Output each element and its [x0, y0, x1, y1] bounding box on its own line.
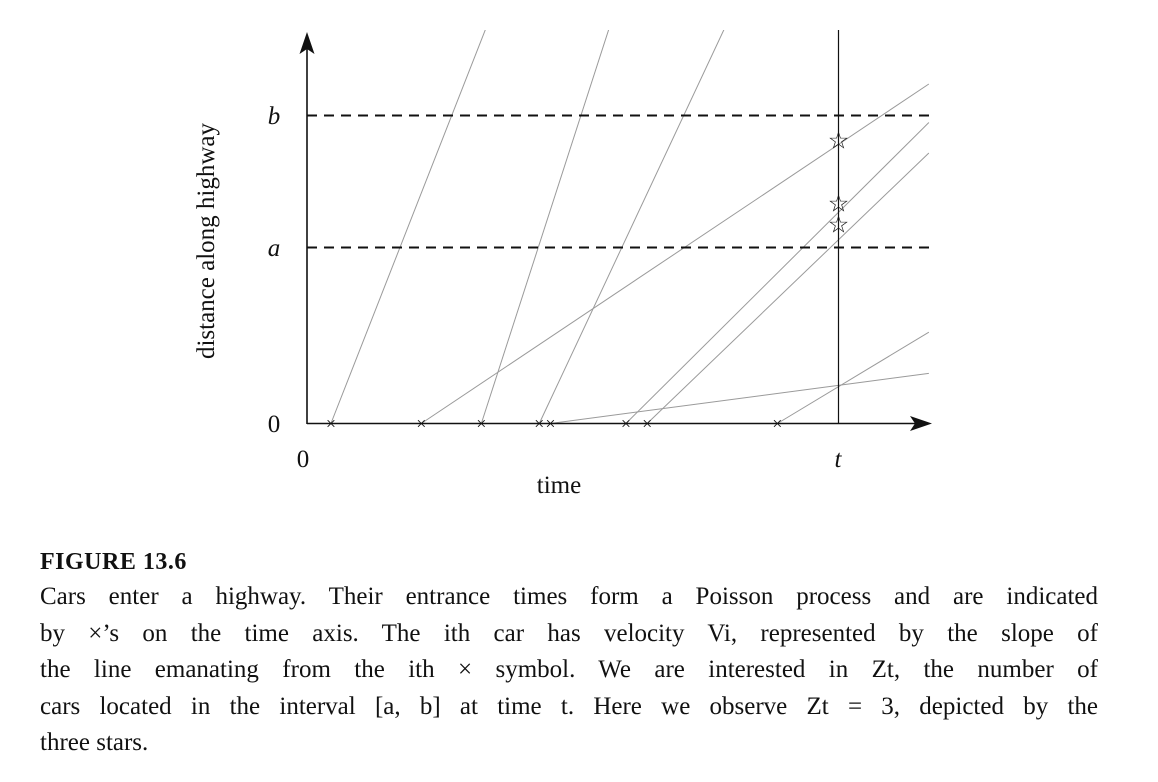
entrance-marker-8: × — [772, 414, 782, 434]
entrance-marker-6: × — [621, 414, 631, 434]
entrance-marker-3: × — [476, 414, 486, 434]
car-trajectory-3 — [480, 30, 610, 424]
car-trajectory-lines — [330, 30, 930, 424]
figure-label: FIGURE 13.6 — [40, 549, 187, 575]
x-tick-zero: 0 — [297, 446, 310, 473]
star-markers: ☆☆☆ — [828, 128, 850, 238]
caption-line-5: three stars. — [40, 729, 149, 756]
car-trajectory-7 — [646, 152, 930, 424]
entrance-marker-7: × — [642, 414, 652, 434]
x-axis-arrowhead — [910, 416, 932, 431]
car-trajectory-4 — [538, 30, 725, 424]
caption-text: Cars enter a highway. Their entrance tim… — [40, 579, 1098, 762]
y-axis-arrowhead — [299, 32, 315, 54]
entrance-time-markers: × × × × × × × × — [326, 414, 783, 434]
car-trajectory-8 — [777, 331, 930, 424]
caption-line-1: Cars enter a highway. Their entrance tim… — [40, 583, 1098, 610]
figure-caption: FIGURE 13.6 Cars enter a highway. Their … — [40, 547, 1098, 762]
y-tick-zero: 0 — [268, 411, 281, 438]
poisson-highway-figure: × × × × × × × × ☆☆☆ b a 0 0 t time distance alo… — [193, 30, 933, 499]
y-tick-b: b — [268, 103, 281, 130]
car-trajectory-5 — [550, 372, 929, 424]
entrance-marker-4: × — [534, 414, 544, 434]
caption-line-2: by ×’s on the time axis. The ith car has… — [40, 619, 1098, 647]
caption-line-4: cars located in the interval [a, b] at t… — [40, 692, 1098, 720]
entrance-marker-2: × — [416, 414, 426, 434]
star-marker-1: ☆ — [828, 128, 850, 154]
star-marker-3: ☆ — [828, 213, 850, 239]
x-axis-label: time — [537, 472, 581, 499]
caption-line-3: the line emanating from the ith × symbol… — [40, 656, 1098, 683]
car-trajectory-6 — [625, 122, 930, 424]
y-axis-label: distance along highway — [193, 122, 220, 359]
x-tick-t: t — [835, 446, 843, 473]
entrance-marker-5: × — [545, 414, 555, 434]
entrance-marker-1: × — [326, 414, 336, 434]
car-trajectory-2 — [420, 83, 930, 424]
star-marker-2: ☆ — [828, 192, 850, 218]
y-tick-a: a — [268, 235, 281, 262]
car-trajectory-1 — [330, 30, 486, 424]
